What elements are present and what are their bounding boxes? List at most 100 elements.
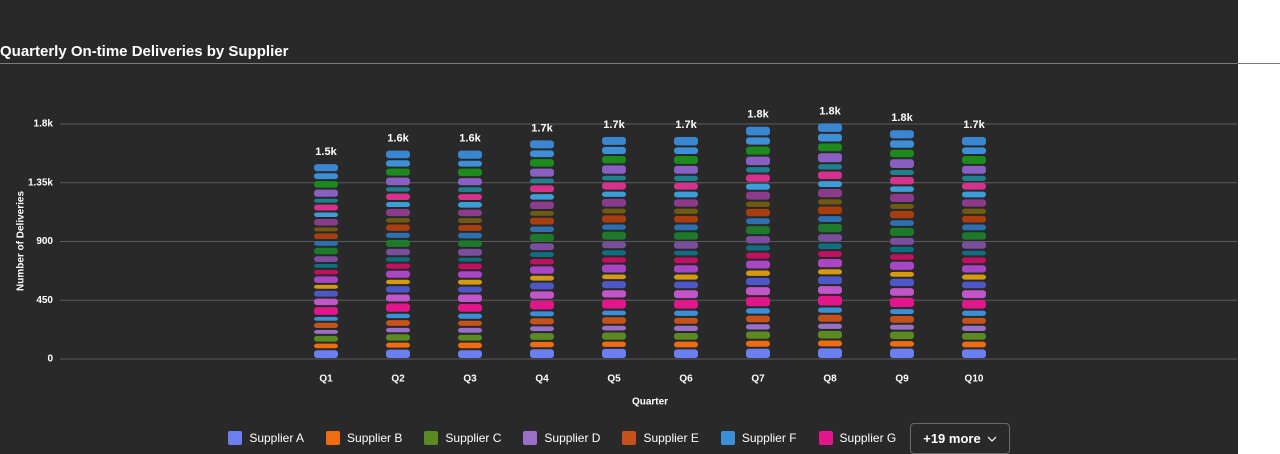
total-label: 1.7k	[603, 119, 625, 131]
legend: Supplier A Supplier B Supplier C Supplier D…	[0, 422, 1238, 454]
bar-segment	[314, 218, 338, 226]
bar-segment	[890, 331, 914, 340]
legend-swatch	[228, 431, 243, 445]
bar-segment	[746, 331, 770, 339]
bar-segment	[746, 308, 770, 314]
legend-item[interactable]: Supplier D	[523, 431, 600, 445]
chart-title: Quarterly On-time Deliveries by Supplier	[0, 43, 289, 60]
bar-segment	[746, 287, 770, 296]
total-label: 1.5k	[315, 146, 337, 158]
bar-segment	[530, 233, 554, 242]
bar-segment	[530, 159, 554, 167]
bar-segment	[746, 226, 770, 235]
bar-segment	[386, 342, 410, 348]
bar-segment	[530, 266, 554, 274]
bar-segment	[746, 297, 770, 307]
bar-segment	[890, 130, 914, 139]
bar-segment	[674, 332, 698, 340]
bar-segment	[746, 174, 770, 182]
bar-segment	[530, 185, 554, 193]
bar-segment	[962, 325, 986, 331]
chart-panel: Quarterly On-time Deliveries by Supplier…	[0, 0, 1238, 454]
legend-item[interactable]: Supplier F	[720, 431, 797, 445]
chevron-icon	[987, 436, 997, 442]
bar-segment	[530, 275, 554, 281]
bar-segment	[962, 182, 986, 190]
bar-segment	[458, 232, 482, 239]
bar-segment	[674, 265, 698, 273]
bar-segment	[386, 313, 410, 319]
legend-item[interactable]: Supplier B	[326, 431, 402, 445]
bar-segment	[530, 318, 554, 325]
legend-item[interactable]: Supplier A	[228, 431, 304, 445]
bar-segment	[314, 276, 338, 283]
bar-segment	[962, 136, 986, 146]
total-label: 1.8k	[819, 105, 841, 117]
bar-segment	[674, 208, 698, 214]
legend-item[interactable]: Supplier G	[818, 431, 896, 445]
bar-segment	[818, 269, 842, 275]
bar-segment	[962, 281, 986, 289]
bar-segment	[962, 147, 986, 155]
bar-segment	[962, 224, 986, 231]
bar-segment	[314, 329, 338, 334]
bar-segment	[818, 223, 842, 233]
legend-more-label: +19 more	[923, 430, 981, 446]
bar-segment	[458, 240, 482, 247]
bar-segment	[602, 257, 626, 263]
bar-segment	[818, 330, 842, 339]
bar-segment	[602, 281, 626, 289]
bar-segment	[962, 257, 986, 264]
bar-segment	[818, 133, 842, 142]
bar-segment	[962, 232, 986, 240]
bar-segment	[674, 175, 698, 181]
bar-segment	[818, 143, 842, 152]
bar-segment	[818, 251, 842, 257]
bar-segment	[458, 294, 482, 302]
bar-segment	[386, 327, 410, 333]
bar-segment	[818, 188, 842, 198]
legend-item[interactable]: Supplier C	[424, 431, 501, 445]
bar-segment	[962, 241, 986, 249]
bar-segment	[530, 194, 554, 200]
legend-item[interactable]: Supplier E	[622, 431, 699, 445]
bar-segment	[746, 324, 770, 330]
x-tick-label: Q2	[391, 374, 405, 385]
bar-segment	[314, 164, 338, 172]
bar-segment	[674, 341, 698, 348]
legend-label: Supplier C	[445, 431, 502, 445]
bar-segment	[962, 265, 986, 273]
total-label: 1.7k	[963, 119, 985, 131]
bar-segment	[890, 278, 914, 287]
total-label: 1.6k	[459, 132, 481, 144]
bar-segment	[674, 215, 698, 223]
legend-swatch	[326, 431, 341, 445]
bar-segment	[386, 349, 410, 358]
bar-segment	[746, 167, 770, 173]
bar-segment	[530, 311, 554, 317]
bar-segment	[962, 332, 986, 340]
y-tick-label: 450	[36, 295, 53, 306]
bar-segment	[818, 171, 842, 180]
bar-segment	[674, 147, 698, 155]
bar-segment	[674, 349, 698, 358]
bar-segment	[458, 279, 482, 285]
x-tick-label: Q8	[823, 374, 837, 385]
bar-segment	[602, 136, 626, 145]
bar-segment	[746, 245, 770, 251]
bar-segment	[458, 350, 482, 358]
bar-segment	[890, 341, 914, 347]
legend-more-button[interactable]: +19 more	[910, 422, 1010, 454]
bar-segment	[530, 217, 554, 225]
bar-segment	[314, 269, 338, 275]
total-label: 1.7k	[531, 122, 553, 134]
bar-segment	[962, 274, 986, 280]
legend-swatch	[424, 431, 439, 445]
legend-swatch	[720, 431, 735, 445]
bar-segment	[674, 274, 698, 280]
bar-segment	[602, 231, 626, 240]
x-tick-label: Q5	[607, 374, 621, 385]
bar-segment	[386, 294, 410, 302]
bar-segment	[386, 286, 410, 293]
y-axis-title: Number of Deliveries	[16, 191, 27, 291]
